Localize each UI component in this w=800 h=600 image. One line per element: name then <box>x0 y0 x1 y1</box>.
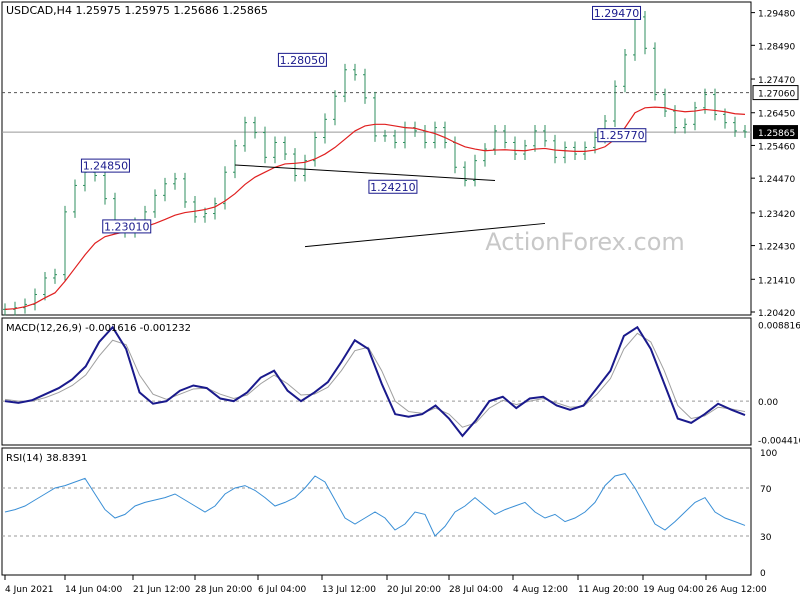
macd-panel <box>1 317 752 446</box>
macd-axis-label: -0.004416 <box>758 437 800 447</box>
resistance-axis-label: 1.27060 <box>758 90 795 100</box>
price-axis-label: 1.23420 <box>758 210 795 220</box>
macd-line <box>4 325 746 438</box>
triangle-upper-trendline <box>234 164 496 181</box>
rsi-axis-label: 70 <box>760 485 772 495</box>
current-price-label: 1.25865 <box>758 129 795 139</box>
symbol-header: USDCAD,H4 1.25975 1.25975 1.25686 1.2586… <box>6 4 268 17</box>
level-label-box <box>80 158 130 173</box>
current-price-box <box>753 125 798 140</box>
time-axis-label: 20 Jul 20:00 <box>387 585 441 595</box>
macd-axis-label: 0.00 <box>758 398 778 408</box>
price-axis-label: 1.25460 <box>758 142 795 152</box>
resistance-axis-box <box>752 85 799 101</box>
time-axis-label: 21 Jun 12:00 <box>133 585 190 595</box>
price-axis-label: 1.26450 <box>758 110 795 120</box>
time-axis-label: 4 Jun 2021 <box>5 585 53 595</box>
rsi-axis-label: 30 <box>760 533 772 543</box>
level-label-box <box>102 219 152 234</box>
rsi-axis-label: 100 <box>760 449 777 459</box>
level-label: 1.29470 <box>594 7 640 20</box>
time-axis-label: 11 Aug 20:00 <box>578 585 639 595</box>
macd-axis-label: 0.008816 <box>758 321 800 331</box>
price-axis-label: 1.28490 <box>758 42 795 52</box>
level-label: 1.25770 <box>599 129 645 142</box>
time-axis-label: 13 Jul 12:00 <box>322 585 376 595</box>
level-label: 1.23010 <box>104 220 150 233</box>
time-axis-label: 4 Aug 12:00 <box>513 585 568 595</box>
level-label-box <box>277 52 327 67</box>
level-label-box <box>368 179 418 194</box>
level-label: 1.24210 <box>370 181 416 194</box>
price-axis-label: 1.29480 <box>758 10 795 20</box>
time-axis-label: 26 Aug 12:00 <box>706 585 767 595</box>
time-axis-label: 6 Jul 04:00 <box>258 585 307 595</box>
rsi-header: RSI(14) 38.8391 <box>6 453 87 464</box>
price-axis-label: 1.24470 <box>758 175 795 185</box>
triangle-lower-trendline <box>304 222 546 248</box>
time-axis-label: 14 Jun 04:00 <box>65 585 122 595</box>
time-axis-label: 19 Aug 04:00 <box>643 585 704 595</box>
level-label-box <box>597 128 647 143</box>
watermark: ActionForex.com <box>485 228 685 256</box>
time-axis-label: 28 Jul 04:00 <box>449 585 503 595</box>
level-label-box <box>592 5 642 20</box>
macd-signal-line <box>4 332 746 428</box>
macd-header: MACD(12,26,9) -0.001616 -0.001232 <box>6 323 191 334</box>
price-axis-label: 1.20420 <box>758 309 795 319</box>
price-panel <box>1 1 752 316</box>
time-axis-label: 28 Jun 20:00 <box>195 585 252 595</box>
price-axis-label: 1.22430 <box>758 243 795 253</box>
rsi-line <box>4 473 746 537</box>
rsi-panel <box>1 447 752 576</box>
price-axis-label: 1.21410 <box>758 276 795 286</box>
price-axis-label: 1.27470 <box>758 76 795 86</box>
level-label: 1.28050 <box>280 54 326 67</box>
level-label: 1.24850 <box>83 160 129 173</box>
rsi-axis-label: 0 <box>760 569 766 579</box>
